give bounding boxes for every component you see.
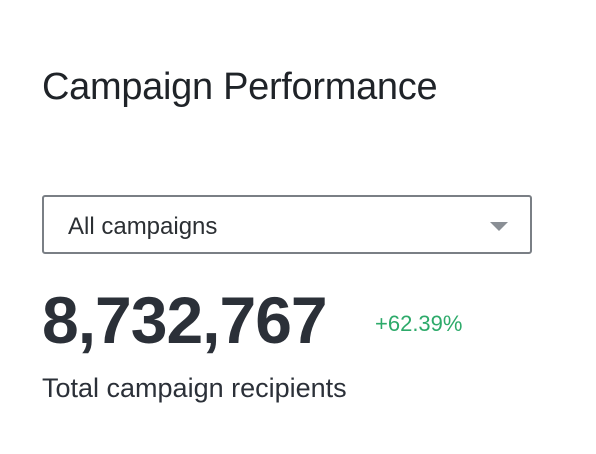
- metric-change: +62.39%: [375, 311, 463, 336]
- title: Campaign Performance: [42, 66, 438, 108]
- dropdown-arrow: [490, 222, 508, 231]
- dropdown-value: All campaigns: [68, 213, 218, 240]
- campaign-dropdown[interactable]: All campaigns: [42, 195, 532, 254]
- metric-value: 8,732,767: [42, 283, 328, 357]
- metric-label: Total campaign recipients: [42, 373, 347, 403]
